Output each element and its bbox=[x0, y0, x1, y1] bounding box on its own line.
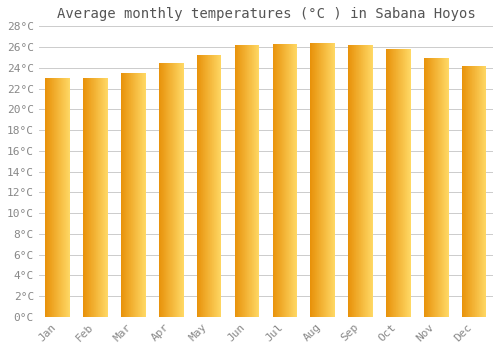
Title: Average monthly temperatures (°C ) in Sabana Hoyos: Average monthly temperatures (°C ) in Sa… bbox=[56, 7, 476, 21]
